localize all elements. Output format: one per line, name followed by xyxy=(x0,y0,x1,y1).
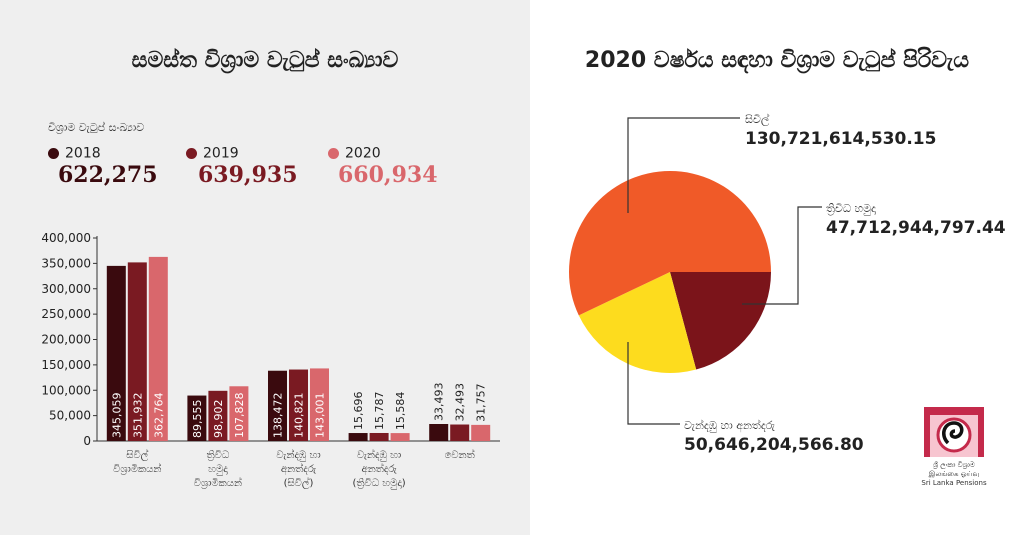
bar-value-label: 32,493 xyxy=(454,383,467,422)
bar-value-label: 362,764 xyxy=(152,393,165,439)
pie-chart-title: 2020 වර්ෂය සඳහා විශ්‍රාම වැටුප් පිරිවැය xyxy=(584,48,970,73)
category-label: විශ්‍රාමිකයන් xyxy=(113,462,161,475)
bar-chart-title: සමස්ත විශ්‍රාම වැටුප් සංඛ්‍යාව xyxy=(131,48,399,73)
pie-slice xyxy=(569,170,771,316)
pie-label-widows-value: 50,646,204,566.80 xyxy=(684,435,864,455)
bar-2018 xyxy=(106,265,126,441)
pie-label-widows: වැන්දඹු හා අනත්දරු 50,646,204,566.80 xyxy=(684,414,864,455)
bar-2020 xyxy=(390,433,410,441)
bar-2018 xyxy=(187,395,207,441)
y-tick-label: 200,000 xyxy=(41,333,91,347)
bar-value-label: 15,584 xyxy=(394,392,407,431)
legend-dot-2019 xyxy=(186,148,197,159)
legend-dot-2020 xyxy=(328,148,339,159)
bar-2020 xyxy=(229,386,249,441)
pie-label-widows-name: වැන්දඹු හා අනත්දරු xyxy=(684,419,775,432)
logo-line-3: Sri Lanka Pensions xyxy=(921,479,987,487)
bar-value-label: 143,001 xyxy=(314,393,327,439)
pie-label-forces: ත්‍රිවිධ හමුදා 47,712,944,797.44 xyxy=(826,197,1006,238)
total-year-2019: 2019 xyxy=(203,145,239,162)
category-label: විශ්‍රාමිකයන් xyxy=(194,476,242,489)
pie-label-forces-name: ත්‍රිවිධ හමුදා xyxy=(826,202,876,215)
bar-2018 xyxy=(348,433,368,441)
category-label: වැන්දඹු හා xyxy=(276,448,320,461)
bar-2020 xyxy=(471,424,491,441)
bar-2019 xyxy=(289,369,308,441)
category-label: වෙනත් xyxy=(445,448,475,461)
category-label: (සිවිල්) xyxy=(284,476,314,489)
sri-lanka-pensions-logo: ශ්‍රී ලංකා විශ්‍රාම இலங்கை ஓய்வு Sri Lan… xyxy=(912,405,996,488)
bar-value-label: 140,821 xyxy=(293,393,306,439)
bar-value-label: 31,757 xyxy=(475,383,488,422)
category-label: හමුදා xyxy=(208,464,228,475)
bar-value-label: 15,787 xyxy=(373,391,386,430)
pie-label-forces-value: 47,712,944,797.44 xyxy=(826,218,1006,238)
category-label: වැන්දඹු හා xyxy=(357,448,401,461)
bar-value-label: 33,493 xyxy=(433,383,446,422)
total-2018: 2018 622,275 xyxy=(48,143,158,188)
bar-2019 xyxy=(450,424,470,441)
pie-label-civil: සිවිල් 130,721,614,530.15 xyxy=(745,108,936,149)
y-tick-label: 400,000 xyxy=(41,231,91,245)
total-2020: 2020 660,934 xyxy=(328,143,438,188)
logo-line-1: ශ්‍රී ලංකා විශ්‍රාම xyxy=(933,461,975,469)
bar-2020 xyxy=(310,368,329,441)
leader-line-civil xyxy=(627,117,740,213)
category-label: අනත්දරු xyxy=(281,462,317,475)
leader-line-widows xyxy=(627,342,680,425)
pie-label-civil-value: 130,721,614,530.15 xyxy=(745,129,937,149)
bar-value-label: 98,902 xyxy=(212,400,225,439)
y-tick-label: 300,000 xyxy=(41,282,91,296)
y-tick-label: 0 xyxy=(83,434,91,448)
bar-value-label: 351,932 xyxy=(131,393,144,439)
totals-caption: විශ්‍රාම වැටුප් සංඛ්‍යාව xyxy=(48,121,145,134)
total-year-2020: 2020 xyxy=(345,145,381,162)
y-tick-label: 150,000 xyxy=(41,358,91,372)
bar-value-label: 107,828 xyxy=(233,393,246,439)
y-tick-label: 350,000 xyxy=(41,256,91,270)
total-2019: 2019 639,935 xyxy=(186,143,298,188)
bar-value-label: 345,059 xyxy=(110,393,123,439)
bar-value-label: 138,472 xyxy=(272,393,285,439)
logo-emblem-icon xyxy=(924,407,984,457)
bar-2018 xyxy=(268,370,287,441)
category-label: සිවිල් xyxy=(126,448,148,461)
logo-line-2: இலங்கை ஓய்வு xyxy=(928,470,980,478)
bar-value-label: 89,555 xyxy=(191,400,204,439)
pie-slice xyxy=(578,272,697,373)
pie-slice xyxy=(670,272,771,370)
y-tick-label: 250,000 xyxy=(41,307,91,321)
category-label: ත්‍රිවිධ xyxy=(207,450,230,461)
category-label: (ත්‍රිවිධ හමුදා) xyxy=(352,478,405,489)
bar-value-label: 15,696 xyxy=(352,392,365,431)
total-value-2019: 639,935 xyxy=(198,162,298,188)
bar-2020 xyxy=(148,256,168,441)
total-value-2020: 660,934 xyxy=(338,162,438,188)
bar-2019 xyxy=(127,262,147,441)
left-panel xyxy=(0,0,530,535)
bar-2018 xyxy=(429,424,449,441)
y-tick-label: 50,000 xyxy=(49,409,91,423)
legend-dot-2018 xyxy=(48,148,59,159)
category-label: අනත්දරු xyxy=(361,462,397,475)
bar-2019 xyxy=(369,432,389,441)
total-value-2018: 622,275 xyxy=(58,162,158,188)
bar-2019 xyxy=(208,390,228,441)
leader-line-forces xyxy=(742,206,822,305)
y-tick-label: 100,000 xyxy=(41,383,91,397)
bar-chart: 0 50,000 100,000 150,000 200,000 250,000 300,0… xyxy=(41,231,500,489)
total-year-2018: 2018 xyxy=(65,145,101,162)
pie-label-civil-name: සිවිල් xyxy=(745,113,770,126)
